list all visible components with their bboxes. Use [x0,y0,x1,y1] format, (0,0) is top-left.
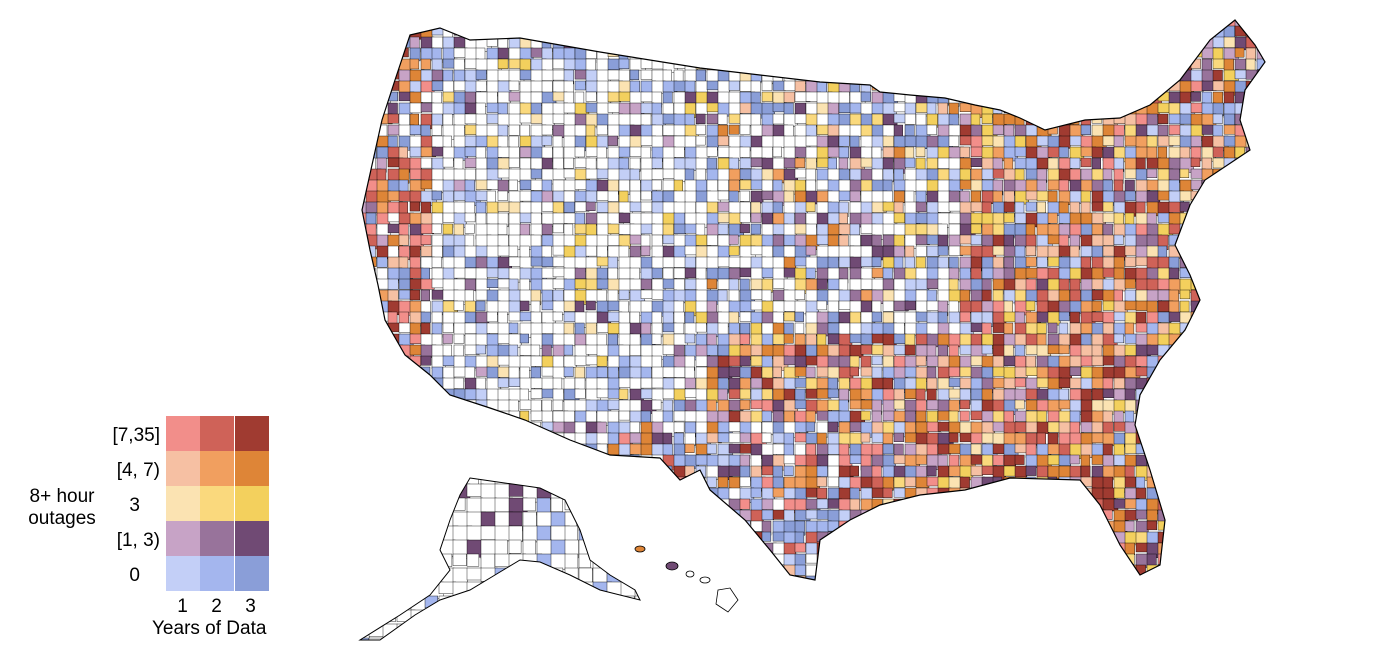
legend-row-label-1: [7,35] [112,425,160,446]
legend-row-label-2: [4, 7) [116,460,160,481]
legend-grid [166,416,269,591]
legend-row-label-4: [1, 3) [116,530,160,551]
legend-row-title-line1: 8+ hour [29,486,95,507]
legend-cell [166,556,200,591]
legend-cell [166,486,200,521]
legend-col-label-1: 1 [177,596,188,617]
legend-col-label-3: 3 [245,596,256,617]
legend-col-label-2: 2 [211,596,222,617]
legend-cell [200,521,235,556]
legend-cell [166,521,200,556]
legend-cell [166,451,200,486]
legend-col-title: Years of Data [152,618,267,639]
alaska-counties [360,478,640,640]
legend-cell [200,486,235,521]
legend-cell [234,451,269,486]
legend-row-label-3: 3 [129,495,140,516]
legend-cell [200,451,235,486]
legend-cell [234,486,269,521]
hawaii-islands [634,545,739,613]
legend-row-label-5: 0 [129,565,140,586]
legend-cell [200,556,235,591]
legend-cell [234,556,269,591]
legend-row-title-line2: outages [28,508,96,529]
legend-cell [234,521,269,556]
legend-cell [234,416,269,451]
legend-cell [200,416,235,451]
legend-cell [166,416,200,451]
legend-row-title: 8+ hour outages [14,486,110,530]
